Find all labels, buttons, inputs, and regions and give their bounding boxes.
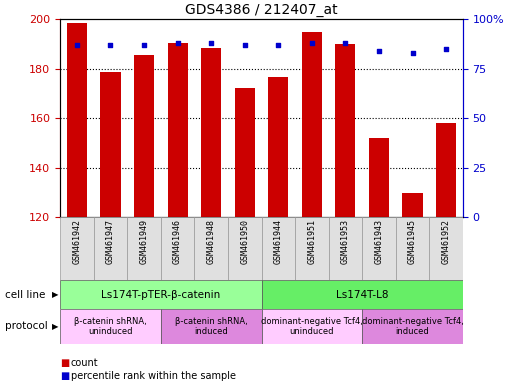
Point bbox=[140, 42, 148, 48]
Text: GSM461942: GSM461942 bbox=[72, 219, 82, 264]
Point bbox=[241, 42, 249, 48]
Bar bbox=[262, 309, 362, 344]
Text: GSM461946: GSM461946 bbox=[173, 219, 182, 264]
Bar bbox=[262, 217, 295, 280]
Point bbox=[408, 50, 417, 56]
Bar bbox=[201, 48, 221, 217]
Text: GSM461951: GSM461951 bbox=[308, 219, 316, 264]
Bar bbox=[403, 194, 423, 217]
Bar bbox=[161, 217, 195, 280]
Bar bbox=[335, 44, 356, 217]
Text: ▶: ▶ bbox=[52, 322, 58, 331]
Text: GSM461952: GSM461952 bbox=[441, 219, 451, 264]
Text: GSM461945: GSM461945 bbox=[408, 219, 417, 264]
Text: GSM461944: GSM461944 bbox=[274, 219, 283, 264]
Bar bbox=[127, 217, 161, 280]
Bar bbox=[302, 31, 322, 217]
Bar bbox=[295, 217, 328, 280]
Text: ■: ■ bbox=[60, 358, 70, 368]
Text: dominant-negative Tcf4,
uninduced: dominant-negative Tcf4, uninduced bbox=[261, 317, 363, 336]
Point bbox=[308, 40, 316, 46]
Bar bbox=[235, 88, 255, 217]
Bar bbox=[262, 280, 463, 309]
Text: percentile rank within the sample: percentile rank within the sample bbox=[71, 371, 235, 381]
Point bbox=[375, 48, 383, 54]
Point bbox=[207, 40, 215, 46]
Bar bbox=[429, 217, 463, 280]
Bar bbox=[60, 280, 262, 309]
Bar bbox=[268, 77, 288, 217]
Title: GDS4386 / 212407_at: GDS4386 / 212407_at bbox=[185, 3, 338, 17]
Bar bbox=[195, 217, 228, 280]
Point bbox=[174, 40, 182, 46]
Text: ▶: ▶ bbox=[52, 290, 58, 299]
Bar bbox=[100, 72, 120, 217]
Text: protocol: protocol bbox=[5, 321, 48, 331]
Text: cell line: cell line bbox=[5, 290, 46, 300]
Bar bbox=[94, 217, 127, 280]
Text: GSM461953: GSM461953 bbox=[341, 219, 350, 264]
Text: β-catenin shRNA,
uninduced: β-catenin shRNA, uninduced bbox=[74, 317, 147, 336]
Bar bbox=[67, 23, 87, 217]
Text: GSM461947: GSM461947 bbox=[106, 219, 115, 264]
Point bbox=[442, 46, 450, 52]
Text: dominant-negative Tcf4,
induced: dominant-negative Tcf4, induced bbox=[361, 317, 463, 336]
Text: GSM461943: GSM461943 bbox=[374, 219, 383, 264]
Text: β-catenin shRNA,
induced: β-catenin shRNA, induced bbox=[175, 317, 247, 336]
Bar bbox=[436, 123, 456, 217]
Bar bbox=[328, 217, 362, 280]
Bar bbox=[228, 217, 262, 280]
Text: GSM461948: GSM461948 bbox=[207, 219, 215, 264]
Bar bbox=[167, 43, 188, 217]
Text: count: count bbox=[71, 358, 98, 368]
Bar bbox=[396, 217, 429, 280]
Bar bbox=[60, 309, 161, 344]
Bar bbox=[161, 309, 262, 344]
Point bbox=[274, 42, 282, 48]
Point bbox=[73, 42, 81, 48]
Text: GSM461949: GSM461949 bbox=[140, 219, 149, 264]
Text: ■: ■ bbox=[60, 371, 70, 381]
Point bbox=[341, 40, 349, 46]
Bar bbox=[60, 217, 94, 280]
Text: Ls174T-L8: Ls174T-L8 bbox=[336, 290, 389, 300]
Text: Ls174T-pTER-β-catenin: Ls174T-pTER-β-catenin bbox=[101, 290, 221, 300]
Bar bbox=[362, 217, 396, 280]
Point bbox=[106, 42, 115, 48]
Text: GSM461950: GSM461950 bbox=[240, 219, 249, 264]
Bar bbox=[369, 138, 389, 217]
Bar bbox=[362, 309, 463, 344]
Bar bbox=[134, 55, 154, 217]
